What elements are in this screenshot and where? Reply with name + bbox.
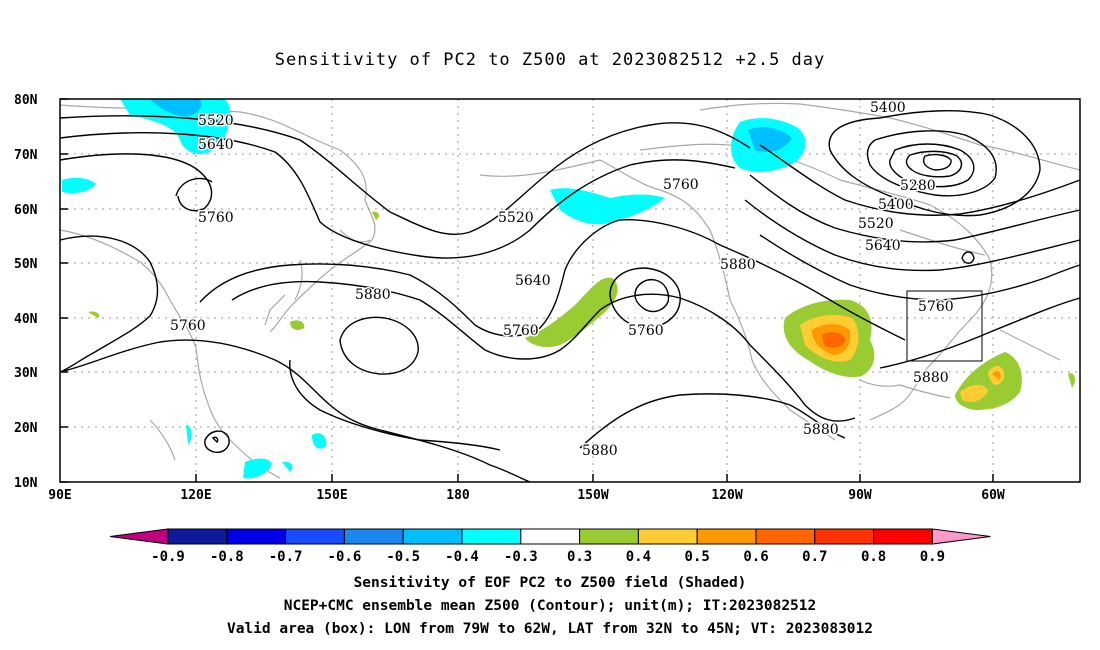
negative-region <box>550 188 665 225</box>
latitude-labels: 80N 70N 60N 50N 40N 30N 20N 10N <box>14 93 38 491</box>
lon-label: 180 <box>446 488 470 503</box>
lat-label: 30N <box>14 366 38 381</box>
contour-labels: 5520 5640 5760 5520 5760 5640 5760 5760 … <box>169 99 956 461</box>
valid-area-box <box>906 290 983 362</box>
lat-label: 20N <box>14 421 38 436</box>
positive-region <box>1068 373 1075 388</box>
positive-region <box>525 277 618 348</box>
contour-label: 5760 <box>628 323 664 339</box>
contour-label: 5760 <box>170 318 206 334</box>
contour-label: 5640 <box>515 273 551 289</box>
lat-label: 10N <box>14 476 38 491</box>
lat-label: 40N <box>14 312 38 327</box>
positive-region <box>992 371 1001 380</box>
contour-label: 5640 <box>865 238 901 254</box>
negative-region <box>282 461 293 472</box>
longitude-labels: 90E 120E 150E 180 150W 120W 90W 60W <box>48 488 1005 503</box>
positive-region <box>822 332 846 348</box>
lon-label: 150W <box>577 488 608 503</box>
contour-label: 5880 <box>803 422 839 438</box>
caption-line-3: Valid area (box): LON from 79W to 62W, L… <box>226 621 873 637</box>
contour-label: 5880 <box>913 370 949 386</box>
positive-region <box>290 320 305 330</box>
positive-region <box>88 311 100 318</box>
positive-region <box>372 211 379 220</box>
negative-region <box>312 433 327 449</box>
grid-lines <box>60 99 1080 482</box>
contour-label: 5280 <box>900 178 936 194</box>
negative-region <box>150 99 202 117</box>
negative-region <box>748 127 792 152</box>
negative-region <box>62 177 96 194</box>
contour-label: 5760 <box>918 299 954 315</box>
lon-label: 150E <box>316 488 347 503</box>
map-frame <box>59 98 1081 483</box>
caption-line-2: NCEP+CMC ensemble mean Z500 (Contour); u… <box>283 598 817 614</box>
lon-label: 60W <box>981 488 1005 503</box>
lon-label: 120E <box>180 488 211 503</box>
contour-label: 5640 <box>198 137 234 153</box>
lat-label: 80N <box>14 93 38 108</box>
contour-label: 5760 <box>663 177 699 193</box>
lon-label: 90E <box>48 488 71 503</box>
contour-label: 5520 <box>858 216 894 232</box>
contour-label: 5400 <box>878 197 914 213</box>
plot-title: Sensitivity of PC2 to Z500 at 2023082512… <box>274 50 826 70</box>
lon-label: 120W <box>711 488 742 503</box>
contour-label: 5760 <box>503 323 539 339</box>
contour-label: 5880 <box>355 287 391 303</box>
contour-label: 5880 <box>720 257 756 273</box>
tick-marks <box>60 98 994 483</box>
contour-label: 5400 <box>870 100 906 116</box>
z500-contours <box>59 110 1081 483</box>
contour-label: 5880 <box>582 443 618 459</box>
lat-label: 70N <box>14 148 38 163</box>
positive-region <box>960 384 988 402</box>
lat-label: 60N <box>14 203 38 218</box>
lon-label: 90W <box>848 488 872 503</box>
lat-label: 50N <box>14 257 38 272</box>
negative-region <box>120 99 231 155</box>
negative-region <box>243 458 272 479</box>
negative-region <box>186 424 192 444</box>
sensitivity-shading <box>62 99 1075 479</box>
contour-label: 5520 <box>198 113 234 129</box>
caption-line-1: Sensitivity of EOF PC2 to Z500 field (Sh… <box>353 575 747 591</box>
contour-label: 5520 <box>498 210 534 226</box>
contour-label: 5760 <box>198 210 234 226</box>
